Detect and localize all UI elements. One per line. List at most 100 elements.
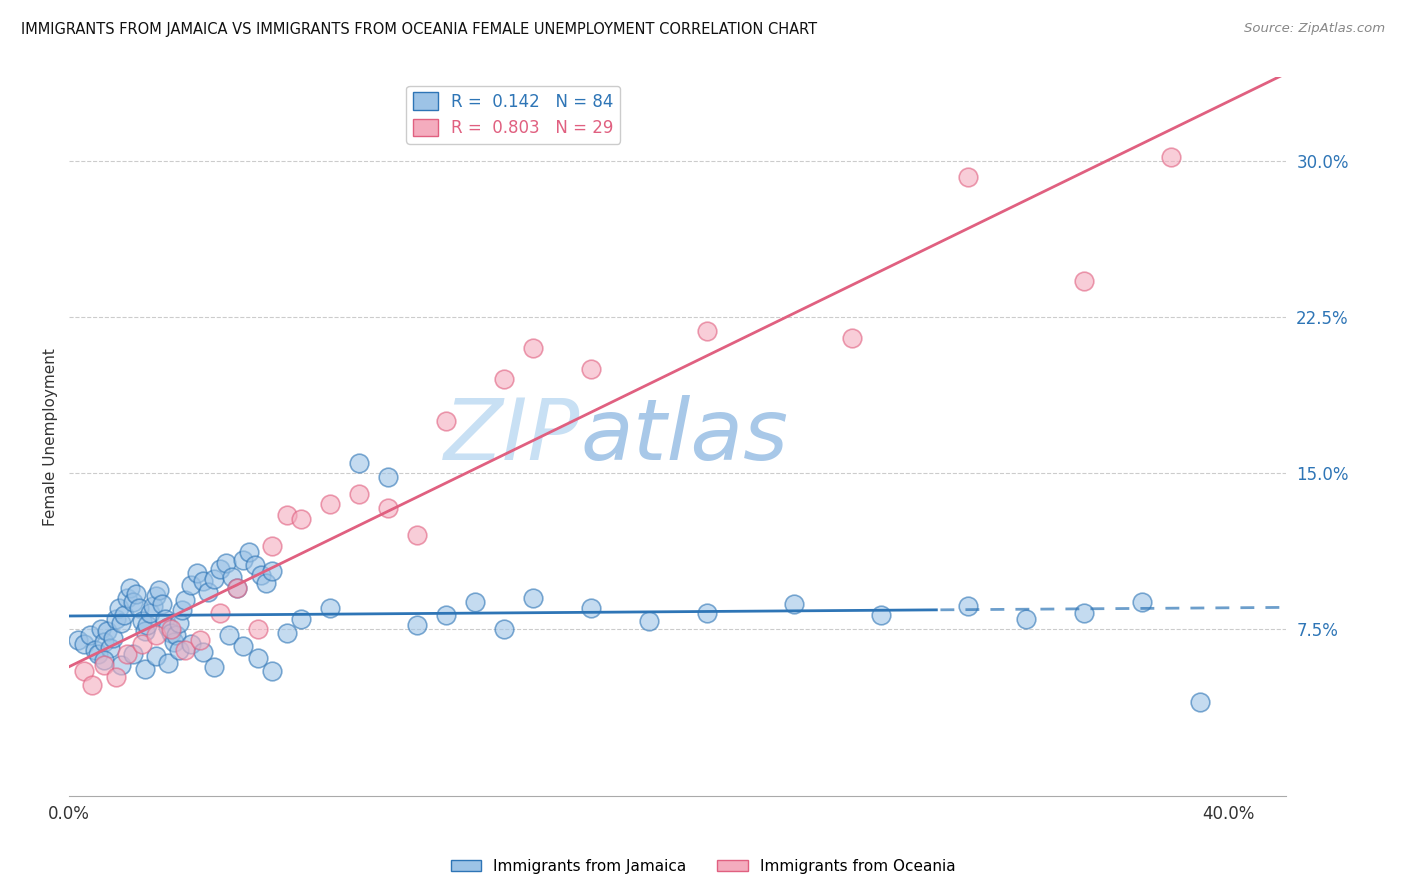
Point [290, 512, 312, 526]
Point [579, 362, 602, 376]
Point [159, 622, 181, 636]
Point [142, 599, 165, 614]
Point [90, 622, 112, 636]
Point [191, 574, 214, 589]
Point [125, 587, 148, 601]
Point [218, 628, 240, 642]
Point [956, 599, 979, 614]
Point [522, 591, 544, 605]
Point [696, 606, 718, 620]
Point [232, 553, 254, 567]
Point [276, 508, 298, 522]
Point [73, 664, 96, 678]
Point [107, 601, 129, 615]
Point [319, 497, 342, 511]
Point [276, 626, 298, 640]
Point [246, 622, 269, 636]
Point [110, 615, 132, 630]
Point [869, 607, 891, 622]
Point [73, 637, 96, 651]
Point [841, 331, 863, 345]
Point [166, 628, 188, 642]
Point [347, 456, 370, 470]
Point [232, 639, 254, 653]
Point [148, 582, 170, 597]
Point [82, 678, 104, 692]
Point [172, 603, 194, 617]
Point [956, 170, 979, 185]
Point [377, 470, 399, 484]
Text: IMMIGRANTS FROM JAMAICA VS IMMIGRANTS FROM OCEANIA FEMALE UNEMPLOYMENT CORRELATI: IMMIGRANTS FROM JAMAICA VS IMMIGRANTS FR… [21, 22, 817, 37]
Point [492, 622, 515, 636]
Point [215, 556, 238, 570]
Point [145, 628, 167, 642]
Point [208, 606, 231, 620]
Text: atlas: atlas [581, 395, 789, 478]
Point [93, 657, 115, 672]
Point [246, 651, 269, 665]
Point [254, 576, 277, 591]
Point [492, 372, 515, 386]
Point [84, 643, 107, 657]
Point [139, 606, 162, 620]
Point [262, 664, 284, 678]
Y-axis label: Female Unemployment: Female Unemployment [44, 348, 58, 525]
Point [162, 634, 184, 648]
Point [112, 607, 135, 622]
Point [131, 637, 153, 651]
Point [104, 670, 127, 684]
Point [180, 637, 202, 651]
Point [262, 564, 284, 578]
Point [134, 662, 156, 676]
Text: ZIP: ZIP [444, 395, 581, 478]
Point [159, 626, 181, 640]
Point [150, 597, 173, 611]
Point [145, 589, 167, 603]
Point [202, 659, 225, 673]
Point [319, 601, 342, 615]
Legend: R =  0.142   N = 84, R =  0.803   N = 29: R = 0.142 N = 84, R = 0.803 N = 29 [406, 86, 620, 144]
Point [66, 632, 89, 647]
Point [186, 566, 208, 580]
Point [406, 618, 429, 632]
Point [243, 558, 266, 572]
Point [221, 570, 243, 584]
Point [377, 501, 399, 516]
Point [1188, 695, 1211, 709]
Point [464, 595, 486, 609]
Point [115, 647, 138, 661]
Point [122, 647, 145, 661]
Point [638, 614, 661, 628]
Point [180, 578, 202, 592]
Point [96, 624, 118, 639]
Point [79, 628, 101, 642]
Point [174, 643, 197, 657]
Point [197, 584, 219, 599]
Point [128, 601, 150, 615]
Point [115, 591, 138, 605]
Point [226, 581, 249, 595]
Point [87, 647, 110, 661]
Point [238, 545, 260, 559]
Text: Source: ZipAtlas.com: Source: ZipAtlas.com [1244, 22, 1385, 36]
Point [98, 640, 121, 655]
Point [1073, 275, 1095, 289]
Point [290, 612, 312, 626]
Point [1160, 150, 1182, 164]
Point [347, 487, 370, 501]
Point [169, 615, 191, 630]
Point [1014, 612, 1036, 626]
Point [434, 607, 457, 622]
Point [156, 620, 179, 634]
Point [249, 568, 271, 582]
Point [134, 624, 156, 639]
Point [110, 657, 132, 672]
Point [120, 581, 142, 595]
Point [696, 325, 718, 339]
Point [104, 612, 127, 626]
Point [174, 593, 197, 607]
Point [579, 601, 602, 615]
Point [153, 612, 176, 626]
Point [226, 581, 249, 595]
Point [145, 649, 167, 664]
